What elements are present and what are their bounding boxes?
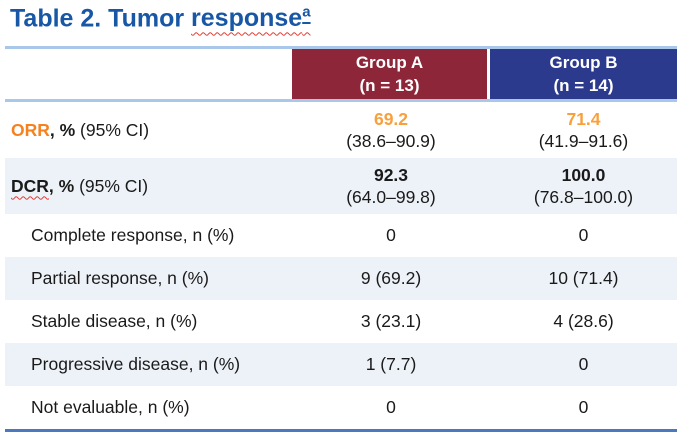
- row-label-stable-disease: Stable disease, n (%): [31, 311, 198, 331]
- row-label-dcr: DCR, % (95% CI): [5, 176, 292, 197]
- dcr-rest: (95% CI): [74, 175, 149, 196]
- group-b-n: (n = 14): [553, 76, 614, 95]
- title-highlight-word: response: [191, 4, 303, 33]
- title-footnote-superscript: a: [302, 4, 311, 21]
- orr-rest: (95% CI): [75, 119, 150, 140]
- progressive-disease-group-a-cell: 1 (7.7): [365, 354, 417, 374]
- not-evaluable-group-a-cell: 0: [386, 397, 396, 417]
- stable-disease-group-a-cell: 3 (23.1): [360, 311, 422, 331]
- partial-response-group-b-cell: 10 (71.4): [548, 268, 619, 288]
- orr-a-value: 69.2: [373, 109, 409, 129]
- orr-a-ci: (38.6–90.9): [346, 131, 436, 151]
- row-label-orr: ORR, % (95% CI): [5, 120, 292, 141]
- not-evaluable-group-b-cell: 0: [578, 397, 589, 417]
- title-misspelled-word: responsea: [191, 4, 311, 32]
- orr-b-value: 71.4: [566, 109, 601, 129]
- column-header-group-b: Group B (n = 14): [490, 49, 677, 99]
- dcr-abbr: DCR: [11, 175, 49, 196]
- dcr-group-a-cell: 92.3 (64.0–99.8): [292, 164, 490, 208]
- dcr-bold-suffix: , %: [48, 175, 75, 196]
- dcr-a-value: 92.3: [373, 165, 409, 185]
- row-label-partial-response: Partial response, n (%): [31, 268, 209, 288]
- complete-response-group-a-cell: 0: [386, 225, 396, 245]
- stable-disease-group-b-cell: 4 (28.6): [553, 311, 614, 331]
- group-a-n: (n = 13): [359, 76, 420, 95]
- row-label-not-evaluable: Not evaluable, n (%): [31, 397, 190, 417]
- orr-group-b-cell: 71.4 (41.9–91.6): [490, 108, 677, 152]
- table-row-complete-response: Complete response, n (%) 0 0: [5, 214, 677, 257]
- table-title: Table 2. Tumor responsea: [10, 4, 311, 33]
- orr-b-ci: (41.9–91.6): [538, 131, 629, 151]
- orr-group-a-cell: 69.2 (38.6–90.9): [292, 108, 490, 152]
- partial-response-group-a-cell: 9 (69.2): [360, 268, 422, 288]
- progressive-disease-group-b-cell: 0: [578, 354, 589, 374]
- table-row-partial-response: Partial response, n (%) 9 (69.2) 10 (71.…: [5, 257, 677, 300]
- dcr-b-value: 100.0: [561, 165, 606, 185]
- dcr-b-ci: (76.8–100.0): [533, 187, 634, 207]
- tumor-response-table: Group A (n = 13) Group B (n = 14) ORR, %…: [5, 46, 677, 432]
- dcr-group-b-cell: 100.0 (76.8–100.0): [490, 164, 677, 208]
- table-row-progressive-disease: Progressive disease, n (%) 1 (7.7) 0: [5, 343, 677, 386]
- table-row-dcr: DCR, % (95% CI) 92.3 (64.0–99.8) 100.0 (…: [5, 158, 677, 214]
- table-row-not-evaluable: Not evaluable, n (%) 0 0: [5, 386, 677, 432]
- group-b-name: Group B: [549, 53, 618, 72]
- row-label-complete-response: Complete response, n (%): [31, 225, 235, 245]
- group-a-name: Group A: [355, 53, 424, 72]
- column-header-group-a: Group A (n = 13): [292, 49, 487, 99]
- header-spacer: [5, 49, 292, 99]
- table-row-orr: ORR, % (95% CI) 69.2 (38.6–90.9) 71.4 (4…: [5, 102, 677, 158]
- orr-bold-suffix: , %: [49, 119, 76, 140]
- table-header-row: Group A (n = 13) Group B (n = 14): [5, 46, 677, 102]
- title-prefix: Table 2. Tumor: [10, 4, 192, 33]
- dcr-a-ci: (64.0–99.8): [346, 187, 436, 207]
- complete-response-group-b-cell: 0: [578, 225, 589, 245]
- orr-abbr: ORR: [11, 119, 50, 140]
- row-label-progressive-disease: Progressive disease, n (%): [31, 354, 241, 374]
- table-row-stable-disease: Stable disease, n (%) 3 (23.1) 4 (28.6): [5, 300, 677, 343]
